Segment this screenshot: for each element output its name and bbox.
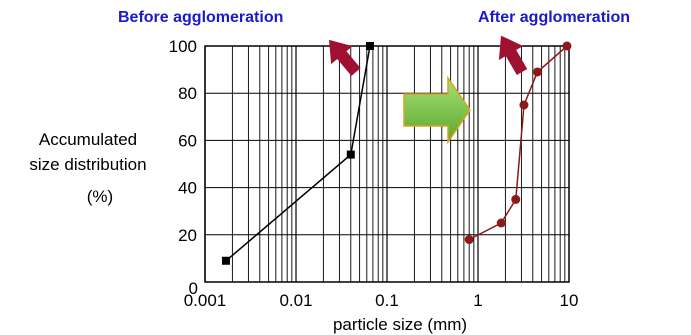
x-tick-label: 1 [473, 291, 482, 310]
y-axis-label-line-1: Accumulated [39, 130, 137, 149]
data-point-square [365, 42, 374, 50]
x-tick-label: 0.1 [375, 291, 399, 310]
series-line-2 [468, 45, 568, 241]
y-tick-labels: 0 20 40 60 80 100 [169, 37, 198, 298]
series-layer [221, 41, 572, 265]
plot-frame [204, 45, 570, 283]
data-point-circle [519, 100, 529, 110]
data-point-circle [532, 67, 542, 77]
y-tick-label: 60 [178, 131, 197, 150]
before-arrow-icon [329, 39, 361, 76]
data-point-circle [496, 218, 506, 228]
y-tick-label: 80 [178, 84, 197, 103]
data-point-square [221, 256, 230, 265]
x-tick-labels: 0.001 0.01 0.1 1 10 [184, 291, 579, 310]
data-point-circle [464, 235, 474, 245]
after-arrow-icon [498, 35, 528, 75]
y-tick-label: 20 [178, 226, 197, 245]
data-point-circle [562, 41, 572, 51]
x-tick-label: 10 [560, 291, 579, 310]
grid-lines [204, 46, 569, 282]
after-agglomeration-label: After agglomeration [478, 9, 630, 26]
y-tick-label: 0 [189, 279, 198, 298]
y-tick-label: 40 [178, 179, 197, 198]
before-agglomeration-label: Before agglomeration [118, 9, 283, 26]
data-point-square [346, 150, 355, 159]
y-axis-label-line-2: size distribution [29, 155, 146, 174]
x-tick-label: 0.01 [279, 291, 312, 310]
data-point-circle [511, 194, 521, 204]
x-tick-label: 0.001 [184, 291, 227, 310]
x-axis-label: particle size (mm) [333, 315, 467, 334]
agglomeration-right-arrow-icon [403, 75, 471, 145]
y-axis-label-line-3: (%) [87, 187, 113, 206]
y-tick-label: 100 [169, 37, 197, 56]
